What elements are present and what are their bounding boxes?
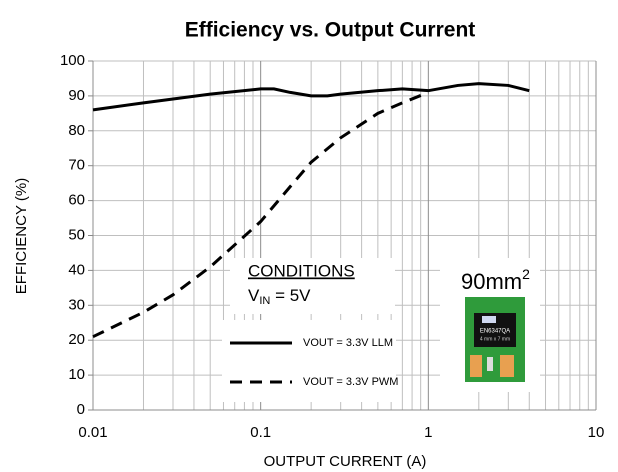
y-tick-label: 0 bbox=[77, 401, 85, 418]
resistor bbox=[487, 357, 493, 371]
y-tick-label: 60 bbox=[68, 192, 85, 209]
x-tick-label: 0.01 bbox=[78, 424, 107, 441]
area-main: 90mm bbox=[461, 269, 522, 294]
legend: VOUT = 3.3V LLM VOUT = 3.3V PWM bbox=[230, 337, 398, 388]
series-line bbox=[92, 82, 530, 112]
x-tick-label: 1 bbox=[424, 424, 432, 441]
logo bbox=[482, 316, 496, 323]
y-tick-label: 10 bbox=[68, 366, 85, 383]
y-tick-label: 90 bbox=[68, 87, 85, 104]
x-axis-label: OUTPUT CURRENT (A) bbox=[264, 453, 427, 470]
y-tick-label: 80 bbox=[68, 122, 85, 139]
conditions-title: CONDITIONS bbox=[248, 261, 355, 280]
y-tick-label: 30 bbox=[68, 296, 85, 313]
vin-rest: = 5V bbox=[270, 286, 311, 305]
series-line bbox=[92, 91, 429, 339]
x-tick-label: 10 bbox=[588, 424, 605, 441]
y-tick-label: 20 bbox=[68, 331, 85, 348]
legend-box bbox=[222, 320, 396, 402]
chip-image: EN6347QA 4 mm x 7 mm bbox=[465, 297, 525, 382]
vin-sub: IN bbox=[259, 295, 270, 307]
vin-label: VIN = 5V bbox=[248, 286, 311, 306]
plot bbox=[92, 82, 530, 339]
y-tick-label: 100 bbox=[60, 52, 85, 69]
conditions-box bbox=[230, 258, 395, 314]
capacitor bbox=[470, 355, 482, 377]
chip-name: EN6347QA bbox=[480, 329, 510, 335]
chip-size: 4 mm x 7 mm bbox=[480, 336, 510, 342]
legend-label: VOUT = 3.3V LLM bbox=[303, 337, 393, 349]
chart-title: Efficiency vs. Output Current bbox=[185, 19, 476, 42]
y-tick-label: 50 bbox=[68, 226, 85, 243]
vin-main: V bbox=[248, 286, 260, 305]
grid bbox=[88, 60, 597, 411]
area-label: 90mm2 bbox=[461, 266, 530, 294]
y-axis-label: EFFICIENCY (%) bbox=[13, 178, 30, 294]
legend-label: VOUT = 3.3V PWM bbox=[303, 376, 398, 388]
capacitor bbox=[500, 355, 514, 377]
y-tick-label: 70 bbox=[68, 157, 85, 174]
area-sup: 2 bbox=[522, 266, 530, 282]
y-tick-label: 40 bbox=[68, 261, 85, 278]
x-tick-label: 0.1 bbox=[250, 424, 271, 441]
